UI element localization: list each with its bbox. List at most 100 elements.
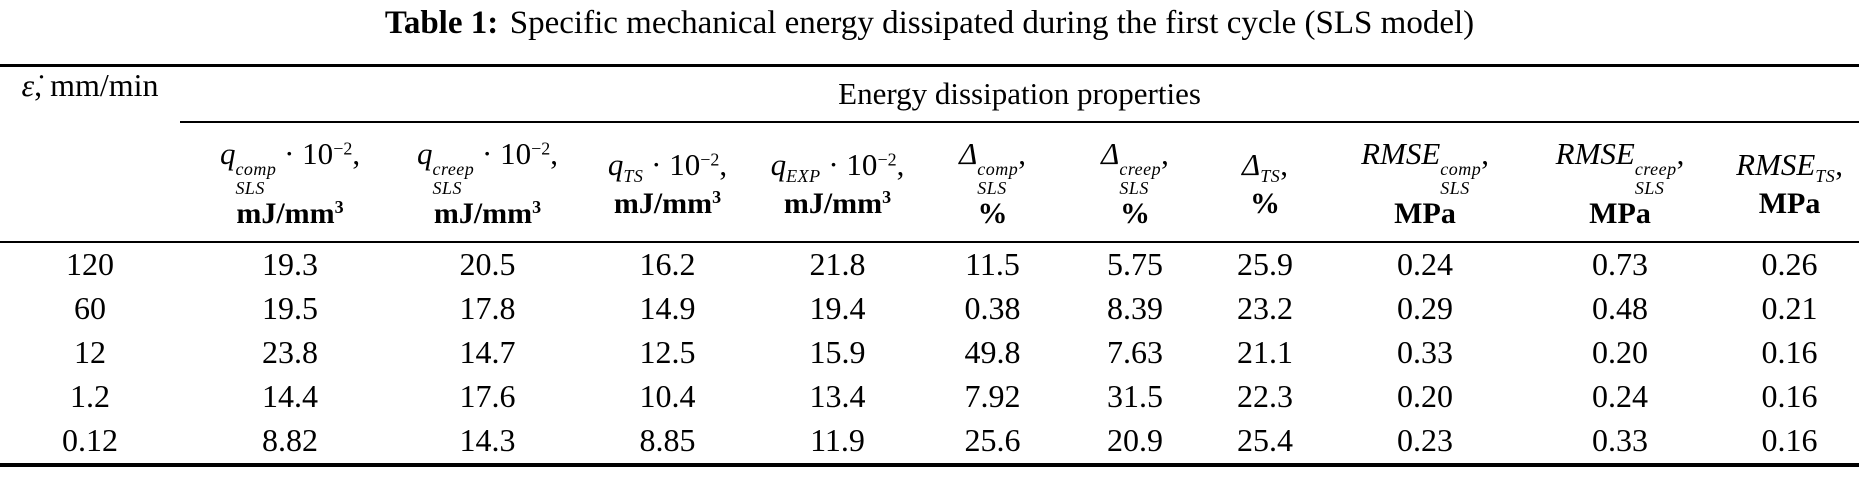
- comma: ,: [1280, 146, 1288, 182]
- data-cell: 7.92: [964, 378, 1021, 414]
- superscript: comp: [1440, 158, 1482, 179]
- column-header-q-sls-comp: q comp SLS · 10−2, mJ/mm3: [180, 121, 400, 243]
- unit-label: mJ/mm: [783, 186, 883, 220]
- column-header-rmse-ts: RMSETS, MPa: [1720, 121, 1859, 243]
- column-unit: %: [1200, 187, 1330, 221]
- data-cell: 14.7: [459, 334, 516, 370]
- data-table: ε̇, mm/min Energy dissipation properties…: [0, 64, 1859, 467]
- math-symbol: Δ: [1242, 146, 1261, 182]
- data-cell: 25.4: [1237, 422, 1293, 458]
- scale-factor: · 10: [820, 146, 878, 182]
- data-cell: 16.2: [639, 246, 696, 282]
- table-row: 12 23.8 14.7 12.5 15.9 49.8 7.63 21.1 0.33 0.20 0.…: [0, 331, 1859, 375]
- superscript: creep: [1634, 158, 1677, 179]
- data-cell: 11.5: [965, 246, 1020, 282]
- data-cell: 0.73: [1592, 246, 1648, 282]
- subscript: EXP: [786, 165, 821, 186]
- superscript: comp: [235, 158, 277, 179]
- unit-exponent: 3: [334, 197, 344, 218]
- table-caption: Table 1: Specific mechanical energy dissi…: [0, 0, 1859, 64]
- data-cell: 0.23: [1397, 422, 1453, 458]
- script-stack: creep SLS: [432, 158, 475, 198]
- data-cell: 17.6: [459, 378, 516, 414]
- data-cell: 14.9: [639, 290, 696, 326]
- column-header-q-exp: qEXP · 10−2, mJ/mm3: [760, 121, 915, 243]
- math-symbol: q: [770, 146, 787, 182]
- exponent: −2: [333, 138, 353, 159]
- column-header-row: q comp SLS · 10−2, mJ/mm3 q creep SLS · 10−2, m…: [0, 121, 1859, 243]
- script-stack: comp SLS: [235, 158, 277, 198]
- table-header: ε̇, mm/min Energy dissipation properties…: [0, 65, 1859, 243]
- superscript: creep: [432, 158, 475, 179]
- script-stack: comp SLS: [1440, 158, 1482, 198]
- group-header-row: ε̇, mm/min Energy dissipation properties: [0, 65, 1859, 243]
- data-cell: 23.8: [262, 334, 318, 370]
- column-math: q creep SLS · 10−2,: [400, 132, 575, 198]
- data-cell: 0.26: [1761, 246, 1818, 282]
- column-math: RMSETS,: [1720, 143, 1859, 187]
- strain-rate-value: 60: [74, 290, 106, 326]
- strain-rate-header: ε̇, mm/min: [0, 65, 180, 243]
- caption-text: Specific mechanical energy dissipated du…: [509, 5, 1475, 41]
- comma: ,: [352, 135, 361, 171]
- column-unit: mJ/mm3: [180, 197, 400, 231]
- math-symbol: q: [219, 135, 236, 171]
- column-math: qTS · 10−2,: [575, 143, 760, 187]
- data-cell: 12.5: [639, 334, 696, 370]
- math-symbol: Δ: [1101, 135, 1120, 171]
- table-row: 120 19.3 20.5 16.2 21.8 11.5 5.75 25.9 0.24 0.73 0…: [0, 242, 1859, 287]
- data-cell: 0.16: [1761, 378, 1818, 414]
- superscript: creep: [1119, 158, 1162, 179]
- column-unit: mJ/mm3: [400, 197, 575, 231]
- column-unit: %: [1070, 197, 1200, 231]
- strain-rate-symbol: ε̇: [21, 67, 35, 103]
- comma: ,: [1018, 135, 1026, 171]
- data-cell: 20.5: [459, 246, 516, 282]
- scale-factor: · 10: [276, 135, 334, 171]
- data-cell: 25.9: [1237, 246, 1293, 282]
- column-header-rmse-sls-comp: RMSE comp SLS, MPa: [1330, 121, 1520, 243]
- scale-factor: · 10: [643, 146, 701, 182]
- unit-label: MPa: [1394, 197, 1456, 231]
- exponent: −2: [877, 149, 897, 170]
- data-cell: 0.24: [1592, 378, 1648, 414]
- data-cell: 25.6: [964, 422, 1021, 458]
- data-cell: 0.16: [1761, 334, 1818, 370]
- script-stack: creep SLS: [1634, 158, 1677, 198]
- data-cell: 8.82: [262, 422, 318, 458]
- data-cell: 10.4: [639, 378, 696, 414]
- exponent: −2: [700, 149, 720, 170]
- unit-label: %: [1120, 197, 1150, 231]
- strain-rate-value: 120: [66, 246, 114, 282]
- unit-label: mJ/mm: [433, 197, 533, 231]
- data-cell: 0.20: [1397, 378, 1453, 414]
- table-row: 1.2 14.4 17.6 10.4 13.4 7.92 31.5 22.3 0.20 0.24 0…: [0, 375, 1859, 419]
- column-math: qEXP · 10−2,: [760, 143, 915, 187]
- subscript: SLS: [1440, 177, 1470, 198]
- data-cell: 0.33: [1592, 422, 1648, 458]
- unit-label: mJ/mm: [613, 186, 713, 220]
- data-cell: 0.38: [964, 290, 1021, 326]
- data-cell: 8.85: [639, 422, 696, 458]
- scale-factor: · 10: [474, 135, 532, 171]
- data-cell: 5.75: [1107, 246, 1163, 282]
- comma: ,: [1676, 135, 1685, 171]
- caption-label: Table 1:: [384, 5, 499, 41]
- data-cell: 49.8: [964, 334, 1021, 370]
- strain-rate-value: 1.2: [70, 378, 110, 414]
- unit-label: %: [1250, 186, 1280, 220]
- unit-exponent: 3: [532, 197, 542, 218]
- unit-exponent: 3: [882, 186, 892, 207]
- comma: ,: [1835, 146, 1844, 182]
- data-cell: 11.9: [810, 422, 865, 458]
- unit-label: MPa: [1758, 186, 1821, 220]
- table-row: 60 19.5 17.8 14.9 19.4 0.38 8.39 23.2 0.29 0.48 0.…: [0, 287, 1859, 331]
- column-header-q-sls-creep: q creep SLS · 10−2, mJ/mm3: [400, 121, 575, 243]
- data-cell: 22.3: [1237, 378, 1293, 414]
- subscript: TS: [623, 165, 644, 186]
- column-unit: MPa: [1330, 197, 1520, 231]
- data-cell: 14.4: [262, 378, 318, 414]
